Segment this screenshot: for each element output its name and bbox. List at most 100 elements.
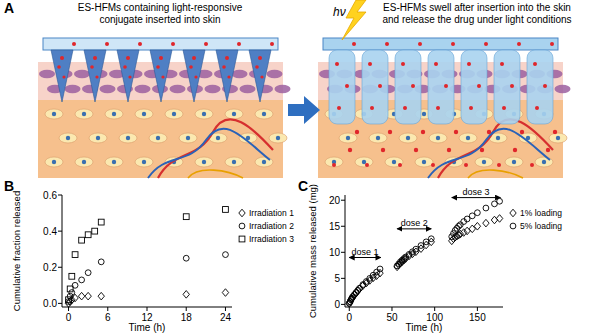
cell-nucleus <box>436 136 440 140</box>
y-tick <box>58 195 62 196</box>
drug-dot <box>469 106 473 110</box>
vessel <box>468 170 523 178</box>
skin-cell <box>267 70 283 78</box>
x-tick-label: 6 <box>105 312 111 323</box>
y-axis <box>345 195 346 307</box>
data-point <box>69 290 75 296</box>
drug-dot <box>128 75 131 78</box>
drug-dot <box>454 130 458 134</box>
drug-dot <box>401 62 405 66</box>
data-point <box>85 232 91 238</box>
y-tick-label: 0.4 <box>43 226 57 237</box>
x-tick <box>186 307 187 311</box>
drug-dot <box>385 42 389 46</box>
swollen-microneedle <box>395 50 421 124</box>
data-point <box>418 243 424 249</box>
y-tick <box>341 226 345 227</box>
dermal-cell <box>505 157 523 167</box>
data-point <box>474 222 480 230</box>
drug-dot <box>171 42 175 46</box>
dermal-cell <box>59 133 77 143</box>
dermal-cell <box>105 109 123 119</box>
cell-nucleus <box>276 136 280 140</box>
swollen-microneedle <box>362 50 388 124</box>
drug-dot <box>467 62 471 66</box>
dermal-cell <box>75 157 93 167</box>
drug-dot <box>355 130 359 134</box>
drug-dot <box>513 148 517 152</box>
drug-dot <box>95 75 98 78</box>
drug-dot <box>421 130 425 134</box>
skin-scene <box>38 38 291 178</box>
dermal-cell <box>355 157 373 167</box>
swollen-microneedle <box>494 50 520 124</box>
chart: C05101520050100150Time (h)Cumulative mas… <box>298 178 562 333</box>
data-point <box>356 285 362 293</box>
microneedle <box>84 50 106 102</box>
plot-marks <box>346 198 503 308</box>
cell-nucleus <box>82 160 86 164</box>
drug-dot <box>352 42 356 46</box>
cell-nucleus <box>422 160 426 164</box>
drug-dot <box>550 42 554 46</box>
patch-base <box>43 38 278 50</box>
dermal-cell <box>399 133 417 143</box>
data-point <box>496 215 502 223</box>
swollen-microneedle <box>428 50 454 124</box>
drug-dot <box>204 42 208 46</box>
data-point <box>72 252 78 258</box>
drug-dot <box>57 65 61 69</box>
figure: AES-HFMs containing light-responsiveconj… <box>0 0 595 335</box>
data-point <box>67 286 73 292</box>
drug-dot <box>414 148 418 152</box>
drug-dot <box>464 163 468 167</box>
cell-nucleus <box>186 136 190 140</box>
cell-nucleus <box>406 136 410 140</box>
dermal-cell <box>149 133 167 143</box>
cell-nucleus <box>142 112 146 116</box>
data-point <box>66 299 72 305</box>
data-point <box>85 292 91 300</box>
cell-nucleus <box>126 136 130 140</box>
legend-marker <box>510 223 516 229</box>
data-point <box>78 292 84 300</box>
drug-dot <box>520 130 524 134</box>
legend-marker <box>239 223 245 229</box>
skin-cell <box>74 70 90 78</box>
dermal-cell <box>45 157 63 167</box>
x-tick <box>147 307 148 311</box>
dermal-cell <box>225 109 243 119</box>
dermal-cell <box>195 157 213 167</box>
drug-dot <box>398 163 402 167</box>
drug-dot <box>500 62 504 66</box>
drug-dot <box>335 62 339 66</box>
dermal-cell <box>75 109 93 119</box>
drug-dot <box>62 75 65 78</box>
cell-nucleus <box>52 112 56 116</box>
y-tick <box>341 304 345 305</box>
drug-dot <box>348 148 352 152</box>
legend-label: 5% loading <box>520 221 562 231</box>
cell-nucleus <box>52 160 56 164</box>
data-point <box>377 266 383 272</box>
drug-dot <box>270 42 274 46</box>
drug-dot <box>436 106 440 110</box>
cell-nucleus <box>232 112 236 116</box>
dermal-cell <box>105 157 123 167</box>
cell-nucleus <box>422 112 426 116</box>
cell-nucleus <box>392 160 396 164</box>
data-point <box>474 210 480 216</box>
data-point <box>79 277 85 283</box>
drug-dot <box>434 62 438 66</box>
cell-nucleus <box>542 160 546 164</box>
drug-dot <box>477 84 481 88</box>
cell-nucleus <box>346 136 350 140</box>
y-tick-label: 5 <box>334 273 340 284</box>
dermal-cell <box>325 157 343 167</box>
skin-cell <box>100 85 116 93</box>
drug-dot <box>497 163 501 167</box>
drug-dot <box>487 130 491 134</box>
data-point <box>461 229 467 237</box>
data-point <box>92 228 98 234</box>
dermal-cell <box>179 133 197 143</box>
